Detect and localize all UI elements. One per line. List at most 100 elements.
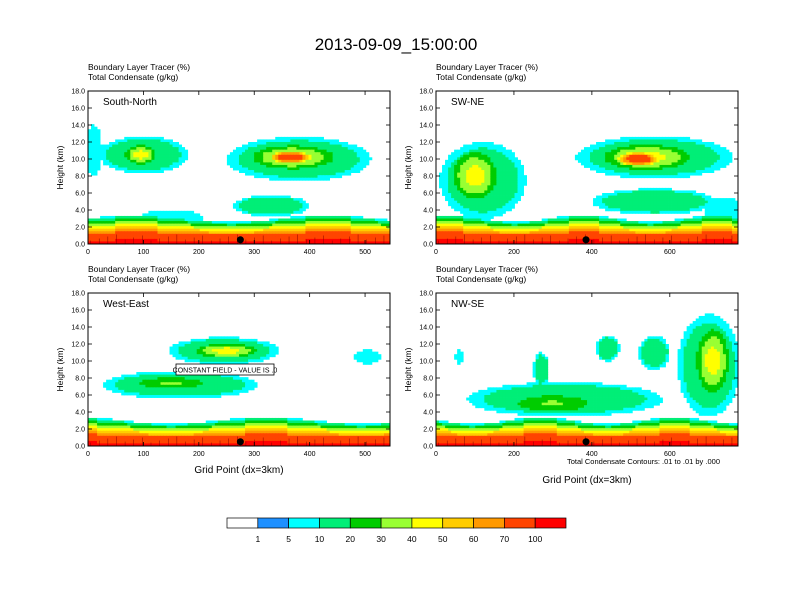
field-cell [535, 228, 540, 232]
field-cell [130, 159, 134, 163]
field-cell [160, 136, 164, 140]
field-cell [692, 193, 697, 196]
field-cell [106, 159, 110, 163]
field-cell [484, 233, 488, 237]
field-cell [457, 157, 461, 161]
field-cell [568, 231, 573, 235]
field-cell [266, 162, 270, 166]
field-cell [356, 236, 361, 240]
field-cell [299, 172, 303, 176]
field-cell [169, 139, 173, 143]
field-cell [734, 221, 738, 224]
field-cell [362, 223, 367, 227]
field-cell [323, 218, 327, 222]
field-cell [248, 223, 252, 227]
field-cell [460, 193, 464, 196]
field-cell [710, 213, 715, 217]
field-cell [365, 152, 370, 156]
field-cell [457, 198, 461, 202]
field-cell [683, 136, 688, 140]
field-cell [353, 231, 358, 235]
field-cell [583, 159, 588, 163]
field-cell [481, 218, 485, 222]
field-cell [596, 152, 600, 156]
field-cell [436, 238, 440, 242]
field-cell [217, 221, 222, 224]
field-cell [103, 231, 107, 235]
field-cell [251, 142, 255, 145]
field-cell [562, 228, 567, 232]
field-cell [674, 157, 678, 161]
field-cell [323, 159, 327, 163]
field-cell [118, 218, 122, 222]
field-cell [617, 147, 621, 151]
field-cell [314, 223, 318, 227]
field-cell [229, 228, 234, 232]
field-cell [580, 162, 585, 166]
field-cell [611, 238, 615, 242]
field-cell [502, 223, 506, 227]
field-cell [326, 238, 330, 242]
field-cell [454, 157, 458, 161]
field-cell [556, 231, 561, 235]
field-cell [686, 231, 691, 235]
field-cell [118, 159, 122, 163]
field-cell [695, 228, 700, 232]
field-cell [157, 213, 161, 217]
field-cell [716, 164, 721, 168]
field-cell [538, 221, 543, 224]
field-cell [317, 162, 321, 166]
field-cell [680, 164, 685, 168]
field-cell [181, 236, 186, 240]
field-cell [317, 223, 321, 227]
field-cell [175, 226, 179, 230]
field-cell [722, 203, 727, 207]
field-cell [166, 144, 170, 148]
field-cell [175, 147, 179, 151]
field-cell [650, 195, 654, 199]
field-cell [653, 159, 657, 163]
field-cell [499, 226, 503, 230]
field-cell [596, 149, 600, 153]
field-cell [229, 233, 234, 237]
field-cell [722, 152, 727, 156]
field-cell [463, 185, 467, 189]
field-cell [698, 170, 703, 173]
field-cell [629, 205, 633, 209]
field-cell [568, 221, 573, 224]
field-cell [151, 223, 155, 227]
field-cell [641, 226, 645, 230]
field-cell [611, 200, 615, 204]
field-cell [490, 236, 494, 240]
field-cell [623, 142, 627, 145]
field-cell [275, 167, 279, 171]
field-cell [341, 164, 346, 168]
field-cell [109, 164, 113, 168]
field-cell [323, 170, 327, 173]
field-cell [290, 170, 294, 173]
field-cell [338, 238, 343, 242]
field-cell [517, 231, 521, 235]
field-cell [626, 144, 630, 148]
field-cell [713, 164, 718, 168]
field-cell [544, 226, 549, 230]
field-cell [341, 215, 346, 219]
field-cell [632, 170, 636, 173]
field-cell [344, 159, 349, 163]
field-cell [590, 147, 594, 151]
field-cell [314, 162, 318, 166]
field-cell [109, 241, 113, 244]
field-cell [293, 149, 297, 153]
field-cell [139, 215, 143, 219]
field-cell [115, 154, 119, 158]
field-cell [677, 193, 682, 196]
field-cell [359, 238, 364, 242]
field-cell [665, 226, 669, 230]
field-cell [290, 228, 294, 232]
field-cell [478, 208, 482, 212]
field-cell [647, 187, 651, 191]
field-cell [235, 164, 240, 168]
field-cell [287, 205, 291, 209]
field-cell [514, 223, 518, 227]
field-cell [127, 167, 131, 171]
